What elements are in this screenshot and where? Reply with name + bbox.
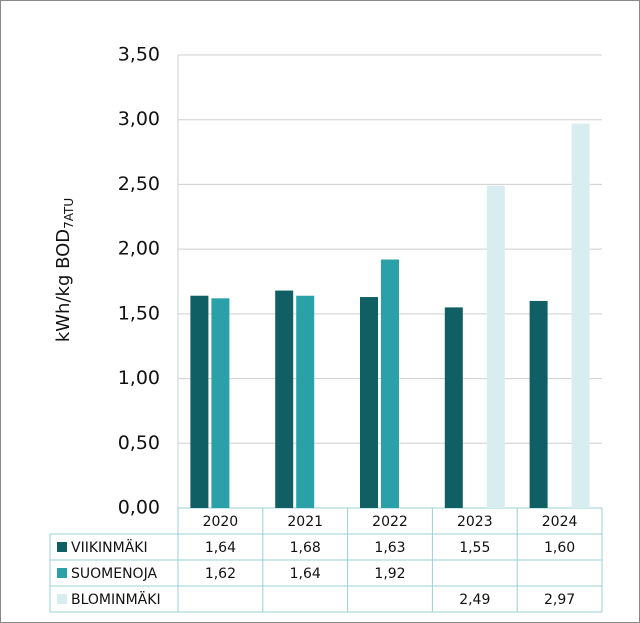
legend-key xyxy=(57,542,67,552)
x-tick-label: 2024 xyxy=(542,514,578,530)
y-tick-label: 0,50 xyxy=(118,432,160,454)
table-value: 1,64 xyxy=(290,566,321,582)
bar xyxy=(296,295,315,508)
x-tick-label: 2021 xyxy=(287,514,323,530)
bar xyxy=(381,259,399,508)
legend-key xyxy=(57,568,67,578)
y-tick-label: 1,00 xyxy=(118,367,160,389)
y-tick-label: 2,00 xyxy=(118,238,160,260)
bar xyxy=(486,185,505,509)
table-value: 1,60 xyxy=(544,540,575,556)
y-axis-label: kWh/kg BOD7ATU xyxy=(53,198,76,342)
x-tick-label: 2022 xyxy=(372,514,408,530)
table-value: 1,55 xyxy=(459,540,490,556)
table-value: 1,62 xyxy=(205,566,236,582)
bar xyxy=(444,307,463,508)
bar xyxy=(211,298,230,508)
legend-key xyxy=(57,594,67,604)
table-value: 1,64 xyxy=(205,540,236,556)
table-value: 2,97 xyxy=(544,592,575,608)
y-tick-label: 3,50 xyxy=(118,44,160,66)
bar xyxy=(360,297,378,508)
legend-label: BLOMINMÄKI xyxy=(71,590,161,608)
legend-label: VIIKINMÄKI xyxy=(71,538,148,556)
bar xyxy=(529,300,548,508)
bar xyxy=(190,295,209,508)
table-value: 1,92 xyxy=(374,566,405,582)
y-axis-label-main: kWh/kg BOD xyxy=(53,229,74,342)
table-value: 1,63 xyxy=(374,540,405,556)
y-tick-label: 0,00 xyxy=(118,497,160,519)
y-axis-label-sub: 7ATU xyxy=(62,198,76,229)
bar xyxy=(571,123,590,509)
x-tick-label: 2020 xyxy=(203,514,239,530)
y-tick-label: 1,50 xyxy=(118,302,160,324)
bar xyxy=(275,290,294,508)
table-value: 2,49 xyxy=(459,592,490,608)
y-tick-label: 3,00 xyxy=(118,108,160,130)
y-tick-label: 2,50 xyxy=(118,173,160,195)
legend-label: SUOMENOJA xyxy=(71,566,157,582)
table-value: 1,68 xyxy=(290,540,321,556)
x-tick-label: 2023 xyxy=(457,514,493,530)
